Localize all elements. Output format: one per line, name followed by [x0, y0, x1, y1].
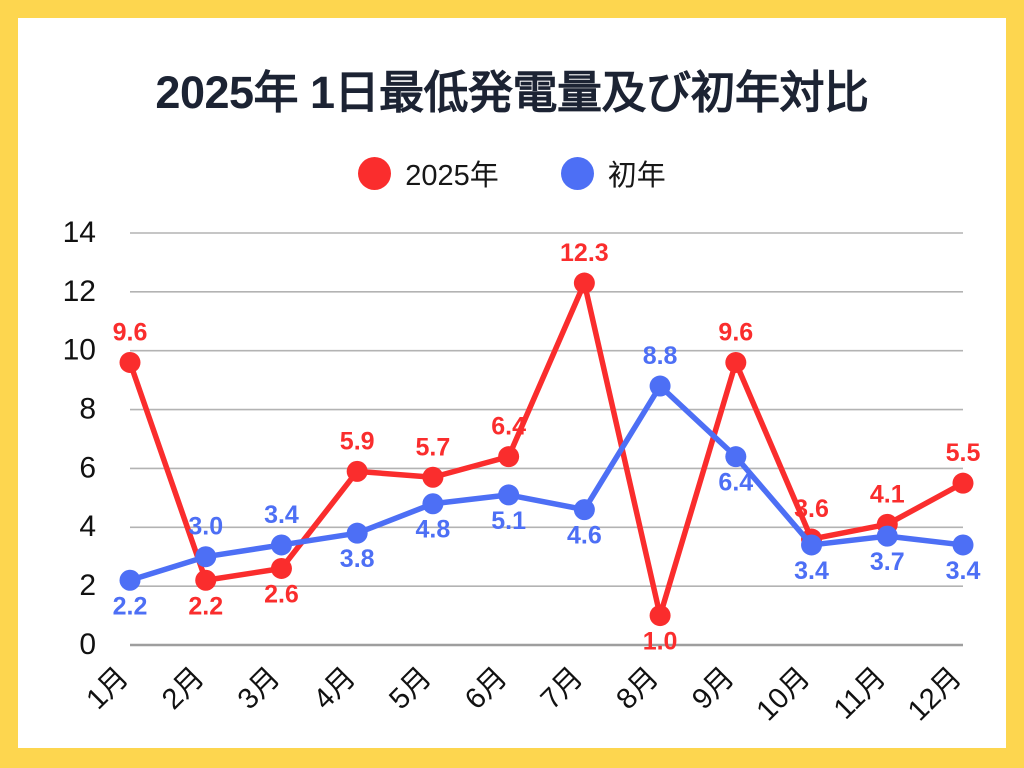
data-point-label: 1.0: [643, 628, 678, 656]
data-point-marker[interactable]: [346, 460, 368, 482]
y-axis-tick-label: 2: [79, 569, 96, 602]
data-point-marker[interactable]: [195, 569, 217, 591]
legend-marker-icon: [560, 156, 594, 190]
y-axis-tick-label: 0: [79, 628, 96, 661]
x-axis-tick-label: 7月: [535, 661, 590, 716]
legend-item-label: 2025年: [405, 160, 499, 192]
data-point-marker[interactable]: [725, 446, 747, 468]
data-point-label: 6.4: [718, 469, 753, 497]
x-axis-tick-label: 12月: [902, 661, 968, 727]
data-point-marker[interactable]: [422, 493, 444, 515]
legend-item-series-0[interactable]: 2025年: [358, 152, 499, 194]
x-axis-tick-label: 6月: [459, 661, 514, 716]
data-point-marker[interactable]: [119, 569, 141, 591]
x-axis-tick-label: 1月: [80, 661, 135, 716]
data-point-marker[interactable]: [801, 534, 823, 556]
data-point-label: 8.8: [643, 342, 678, 370]
data-point-label: 9.6: [113, 318, 148, 346]
x-axis-tick-label: 10月: [751, 661, 817, 727]
data-point-label: 5.5: [946, 439, 981, 467]
y-axis-tick-label: 12: [63, 275, 96, 308]
legend-marker-icon: [358, 156, 392, 190]
x-axis-tick-label: 9月: [686, 661, 741, 716]
y-axis-tick-label: 14: [63, 216, 96, 249]
data-point-label: 2.6: [264, 580, 299, 608]
data-point-label: 3.6: [794, 495, 829, 523]
series-0: 9.6 2.2 2.6 5.9 5.7 6.4 12.3 1.0 9.6 3.6 4.1 5.5: [113, 239, 981, 656]
data-point-marker[interactable]: [119, 351, 141, 373]
data-point-label: 3.7: [870, 548, 905, 576]
legend-item-label: 初年: [607, 160, 666, 192]
y-axis-tick-label: 6: [79, 451, 96, 484]
data-point-label: 12.3: [560, 239, 609, 267]
chart-legend: 2025年 初年: [18, 152, 1006, 194]
data-point-marker[interactable]: [573, 272, 595, 294]
data-point-label: 9.6: [718, 318, 753, 346]
series-1: 2.2 3.0 3.4 3.8 4.8 5.1 4.6 8.8 6.4 3.4 3.7 3.4: [113, 342, 981, 620]
series-line: [127, 383, 966, 584]
page-title: 2025年 1日最低発電量及び初年対比: [155, 67, 869, 118]
x-axis-tick-label: 4月: [308, 661, 363, 716]
data-point-label: 3.4: [264, 501, 299, 529]
x-axis-tick-label: 8月: [610, 661, 665, 716]
data-point-label: 4.1: [870, 480, 905, 508]
data-point-marker[interactable]: [498, 446, 520, 468]
x-axis-tick-label: 5月: [383, 661, 438, 716]
data-point-marker[interactable]: [649, 375, 671, 397]
x-axis-tick-label: 11月: [828, 661, 892, 725]
y-axis-tick-label: 10: [63, 334, 96, 367]
data-point-marker[interactable]: [876, 525, 898, 547]
data-point-marker[interactable]: [270, 534, 292, 556]
data-point-marker[interactable]: [498, 484, 520, 506]
data-point-label: 5.7: [416, 433, 451, 461]
data-point-label: 5.9: [340, 427, 375, 455]
data-point-label: 6.4: [491, 413, 526, 441]
data-point-label: 2.2: [188, 592, 223, 620]
data-point-marker[interactable]: [422, 466, 444, 488]
data-point-marker[interactable]: [195, 546, 217, 568]
data-point-marker[interactable]: [573, 499, 595, 521]
data-point-marker[interactable]: [649, 605, 671, 627]
data-point-label: 3.8: [340, 545, 375, 573]
data-point-label: 2.2: [113, 592, 148, 620]
data-point-label: 4.6: [567, 522, 602, 550]
data-point-label: 4.8: [416, 516, 451, 544]
slide-canvas: 2025年 1日最低発電量及び初年対比 2025年 初年 0 2 4 6 8 10 12 14…: [18, 18, 1006, 748]
y-axis-tick-label: 8: [79, 392, 96, 425]
x-axis-tick-label: 3月: [232, 661, 287, 716]
data-point-label: 3.4: [946, 557, 981, 585]
plot-area: 0 2 4 6 8 10 12 14 1月 2月 3月 4月 5月 6月 7月 8月 9月 10月 11月 12月 9.…: [18, 18, 1006, 748]
data-point-marker[interactable]: [725, 351, 747, 373]
data-point-label: 3.4: [794, 557, 829, 585]
data-point-label: 5.1: [491, 507, 526, 535]
data-point-marker[interactable]: [346, 522, 368, 544]
legend-item-series-1[interactable]: 初年: [560, 152, 666, 194]
y-gridlines: [130, 232, 963, 647]
data-point-marker[interactable]: [270, 557, 292, 579]
data-point-label: 3.0: [188, 513, 223, 541]
data-point-marker[interactable]: [952, 472, 974, 494]
y-axis-tick-label: 4: [79, 510, 96, 543]
data-point-marker[interactable]: [952, 534, 974, 556]
series-line: [127, 280, 966, 619]
x-axis-tick-label: 2月: [156, 661, 211, 716]
